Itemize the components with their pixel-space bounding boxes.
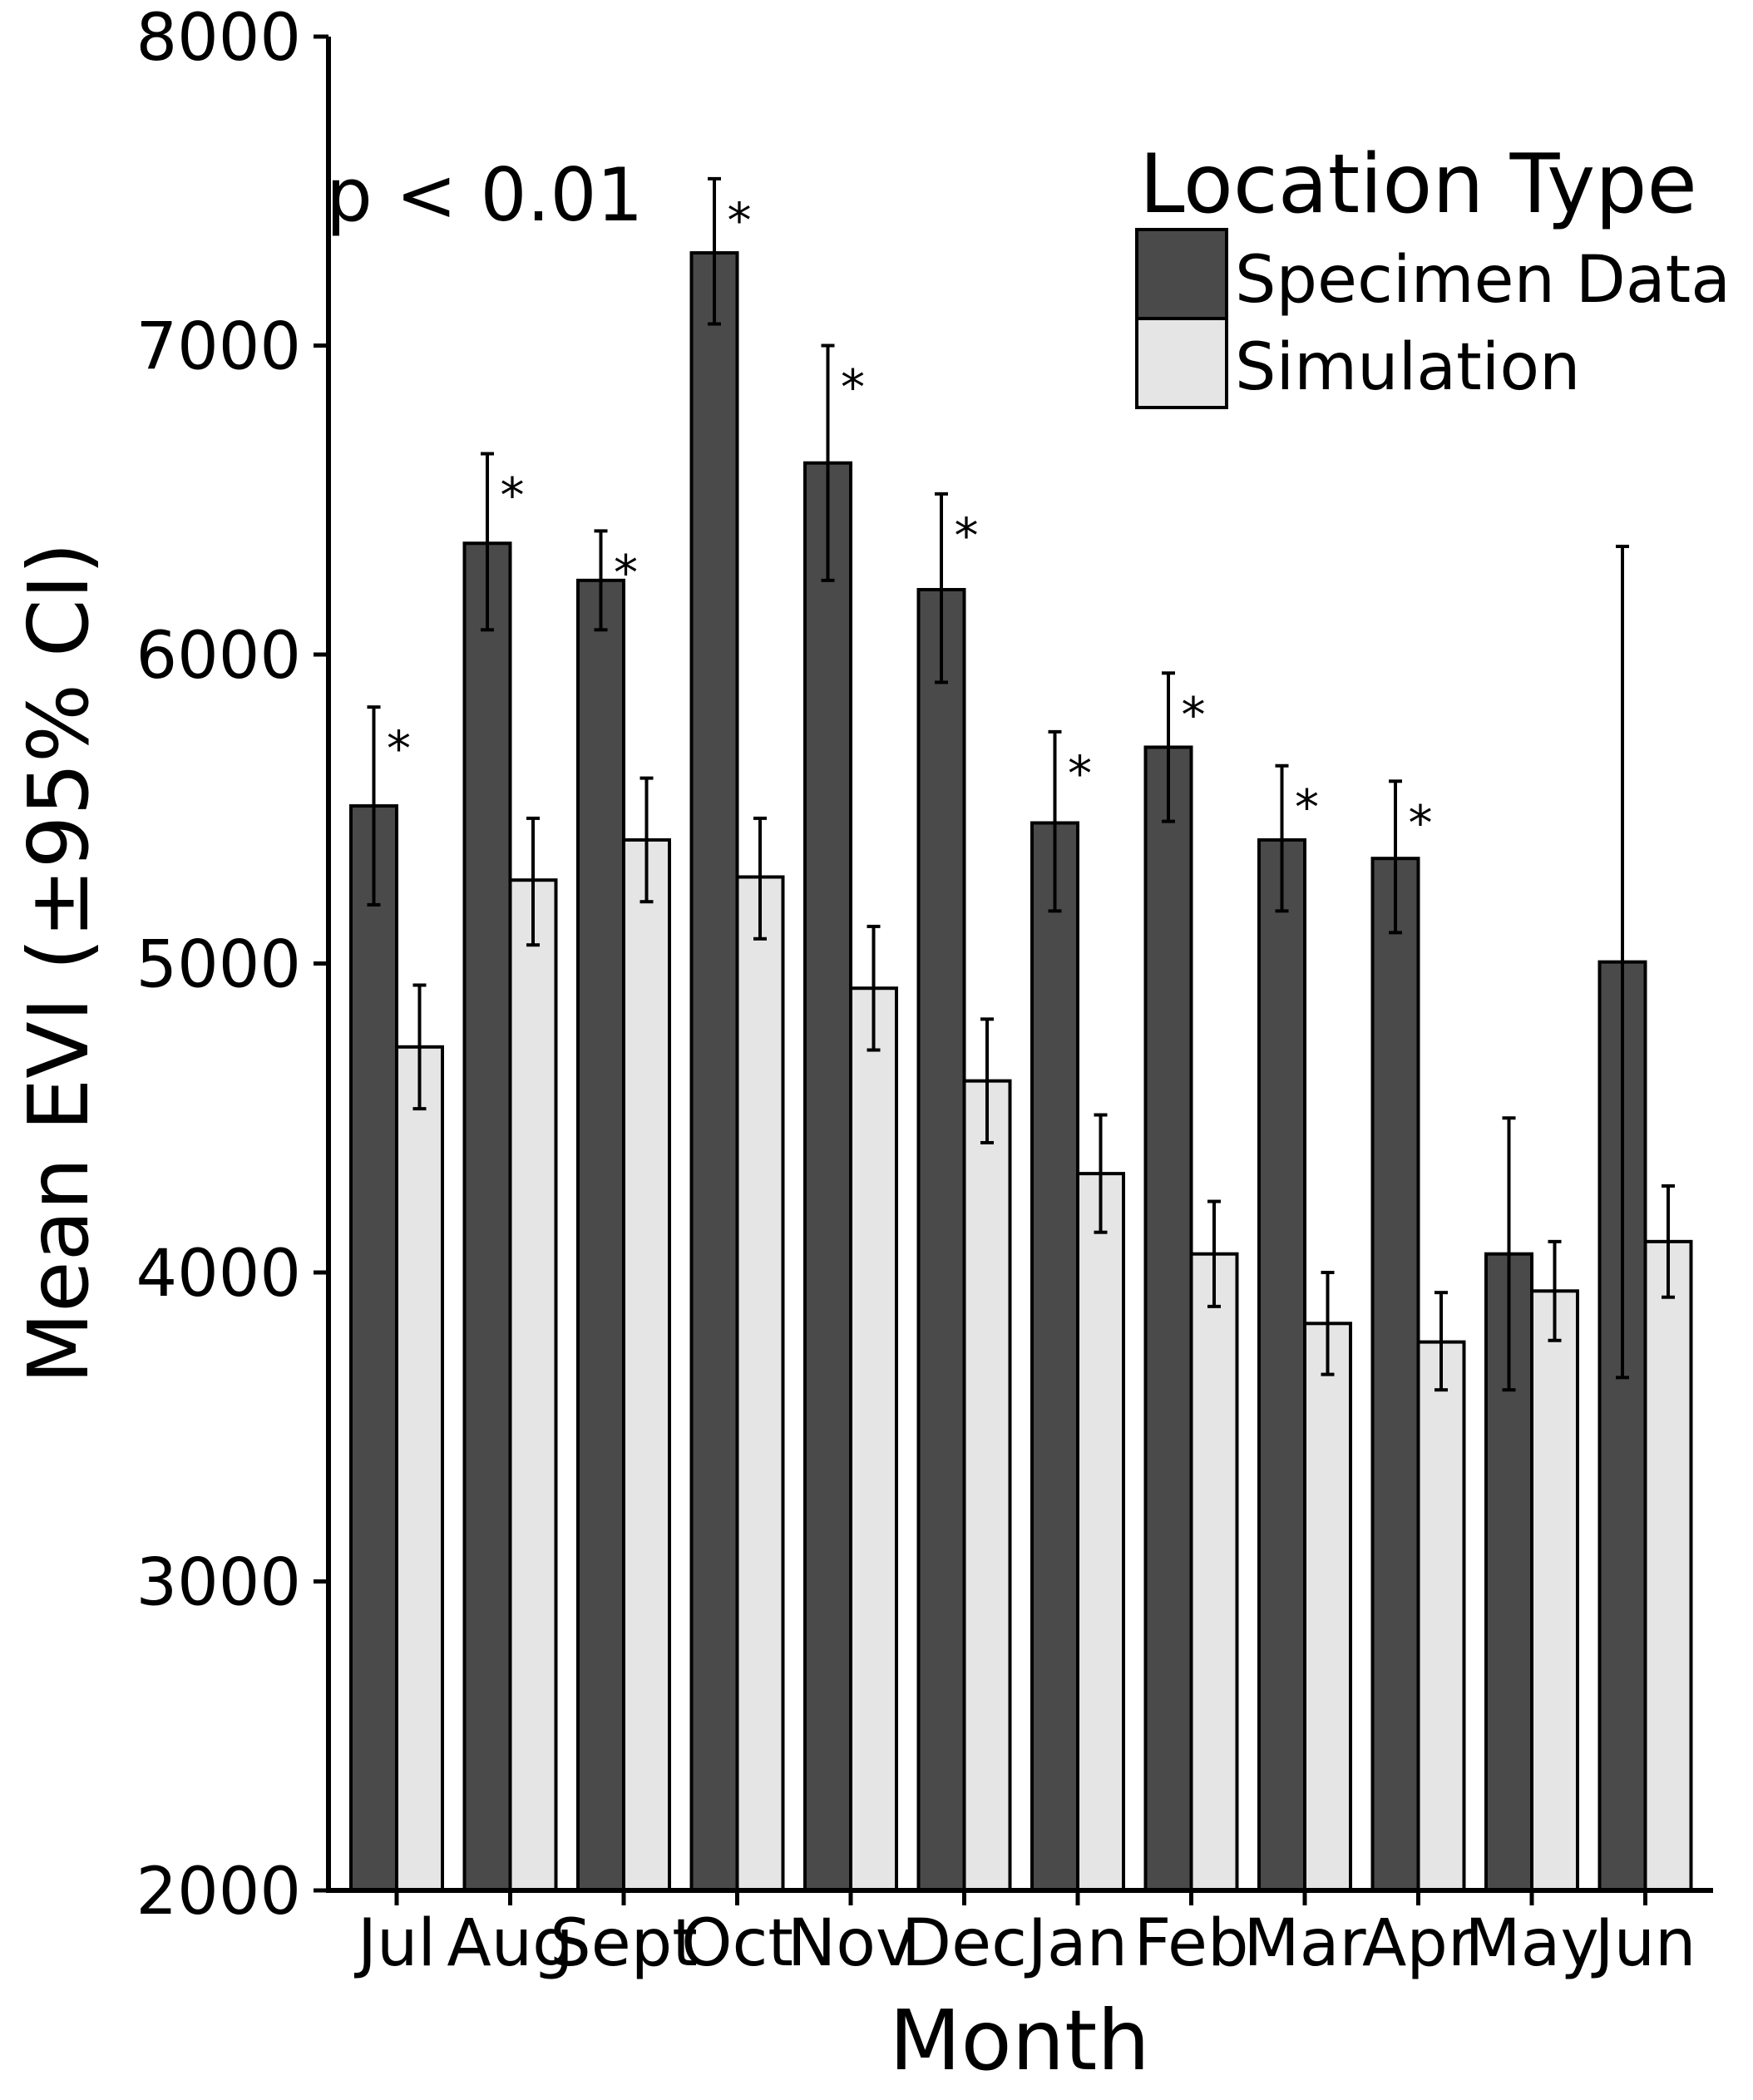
legend-key-specimen-data (1135, 228, 1228, 320)
bar-simulation-dec (962, 1079, 1012, 1893)
bar-simulation-jan (1076, 1172, 1125, 1892)
significance-star-apr: * (1409, 794, 1433, 851)
p-value-annotation: p < 0.01 (326, 152, 643, 238)
error-bars-layer (367, 176, 1675, 1392)
x-tick-label-nov: Nov (788, 1906, 914, 1981)
significance-star-jan: * (1068, 745, 1092, 802)
y-axis-title: Mean EVI (±95% CI) (10, 542, 107, 1384)
legend-label-simulation: Simulation (1235, 330, 1580, 405)
y-tick-label: 8000 (136, 1, 301, 76)
y-tick-label: 3000 (136, 1546, 301, 1621)
legend: Location Type Specimen Data Simulation (1135, 137, 1731, 409)
x-tick-label-apr: Apr (1362, 1906, 1475, 1981)
significance-star-oct: * (728, 192, 752, 249)
significance-star-jul: * (387, 720, 411, 777)
x-tick-label-jul: Jul (353, 1906, 436, 1981)
bar-specimen-data-sept (576, 578, 625, 1893)
x-tick-label-sept: Sept (550, 1906, 698, 1981)
x-tick-label-feb: Feb (1133, 1906, 1248, 1981)
x-tick-label-jan: Jan (1024, 1906, 1128, 1981)
y-tick-label: 4000 (136, 1237, 301, 1312)
legend-label-specimen-data: Specimen Data (1235, 243, 1731, 318)
bar-specimen-data-jan (1030, 821, 1079, 1892)
x-tick-label-aug: Aug (447, 1906, 573, 1981)
significance-star-dec: * (955, 507, 979, 564)
bar-simulation-jun (1643, 1239, 1693, 1892)
y-tick-label: 7000 (136, 310, 301, 385)
x-tick-label-mar: Mar (1243, 1906, 1366, 1981)
bar-simulation-oct (735, 875, 785, 1892)
bar-simulation-sept (622, 838, 671, 1892)
bar-simulation-feb (1189, 1252, 1239, 1892)
bar-simulation-nov (849, 986, 898, 1892)
bar-specimen-data-aug (462, 541, 512, 1892)
bar-simulation-apr (1416, 1340, 1466, 1892)
y-tick-label: 6000 (136, 619, 301, 694)
y-tick-label: 5000 (136, 928, 301, 1003)
bar-specimen-data-jul (349, 804, 398, 1892)
significance-markers-layer: * * * * * * * * * * (387, 192, 1433, 851)
bar-simulation-mar (1303, 1322, 1352, 1892)
bar-specimen-data-mar (1257, 838, 1306, 1892)
x-axis-title: Month (889, 1992, 1149, 2089)
legend-title: Location Type (1139, 137, 1697, 232)
bar-specimen-data-feb (1143, 745, 1193, 1893)
bar-specimen-data-nov (803, 461, 852, 1892)
x-tick-label-jun: Jun (1591, 1906, 1696, 1981)
significance-star-nov: * (841, 359, 865, 416)
bar-simulation-may (1530, 1289, 1579, 1893)
significance-star-sept: * (614, 544, 638, 600)
bar-specimen-data-oct (689, 251, 739, 1892)
x-tick-label-may: May (1464, 1906, 1598, 1981)
significance-star-mar: * (1295, 779, 1319, 836)
y-ticks-layer: 2000 3000 4000 5000 6000 7000 8000 (136, 1, 328, 1930)
bar-simulation-aug (508, 878, 558, 1892)
y-tick-label: 2000 (136, 1855, 301, 1930)
x-tick-label-oct: Oct (681, 1906, 793, 1981)
bar-specimen-data-apr (1370, 857, 1420, 1892)
x-tick-label-dec: Dec (901, 1906, 1027, 1981)
bars-layer (349, 251, 1693, 1893)
significance-star-aug: * (501, 467, 525, 524)
significance-star-feb: * (1182, 686, 1206, 743)
legend-key-simulation (1135, 317, 1228, 409)
bar-simulation-jul (395, 1045, 444, 1893)
bar-specimen-data-dec (916, 587, 966, 1892)
